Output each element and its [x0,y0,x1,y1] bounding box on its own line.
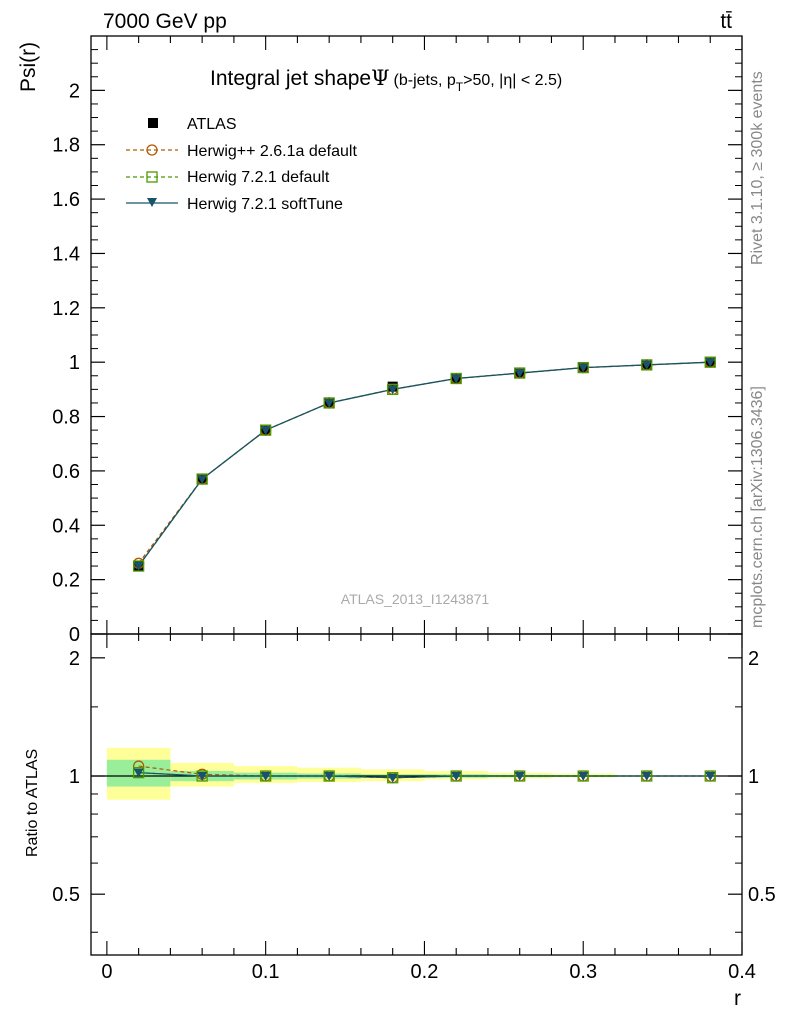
ratio-point-softtune [451,772,462,782]
legend-entry-softtune: Herwig 7.2.1 softTune [126,196,343,213]
main-y-tick-label: 0 [69,624,80,646]
data-point-softtune [133,562,144,572]
main-y-tick-label: 0.4 [52,515,80,537]
data-point-softtune [451,374,462,384]
rivet-label: Rivet 3.1.10, ≥ 300k events [749,71,766,265]
legend-marker-atlas [148,118,158,128]
data-point-softtune [260,426,271,436]
series-line-softtune [138,361,711,567]
x-tick-label: 0.3 [569,961,597,983]
legend-label-softtune: Herwig 7.2.1 softTune [187,196,343,213]
data-point-softtune [705,358,716,368]
main-y-tick-label: 1.6 [52,189,80,211]
ratio-y-tick-label: 1 [69,766,80,788]
ratio-y-axis-label: Ratio to ATLAS [24,749,41,857]
ratio-y-tick-label-right: 0.5 [748,884,776,906]
x-tick-label: 0.2 [411,961,439,983]
main-y-tick-label: 2 [69,80,80,102]
data-point-softtune [197,475,208,485]
data-point-softtune [578,363,589,373]
ratio-point-softtune [578,772,589,782]
energy-label: 7000 GeV pp [103,10,227,33]
ratio-point-softtune [514,772,525,782]
main-y-tick-label: 1.2 [52,298,80,320]
main-y-tick-label: 0.2 [52,570,80,592]
ratio-point-softtune [324,772,335,782]
legend-label-herwig721: Herwig 7.2.1 default [187,169,330,186]
x-tick-label: 0 [101,961,112,983]
data-point-softtune [324,398,335,408]
main-y-tick-label: 0.6 [52,461,80,483]
ratio-point-softtune [387,773,398,783]
legend-entry-herwigpp: Herwig++ 2.6.1a default [126,143,357,160]
x-tick-label: 0.1 [252,961,280,983]
ratio-y-tick-label: 2 [69,648,80,670]
x-tick-label: 0.4 [728,961,756,983]
main-title: Integral jet shapeΨ (b-jets, pT>50, |η| <… [210,66,562,94]
legend-label-herwigpp: Herwig++ 2.6.1a default [187,143,357,160]
main-y-axis-label: Psi(r) [17,42,40,92]
legend-marker-herwig721 [146,171,158,183]
process-label: tt̄ [720,10,732,33]
main-y-tick-label: 1 [69,352,80,374]
main-y-tick-label: 1.4 [52,243,80,265]
legend-entry-atlas: ATLAS [148,116,237,133]
legend-entry-herwig721: Herwig 7.2.1 default [126,169,330,186]
ratio-point-softtune [260,772,271,782]
ratio-y-tick-label-right: 2 [748,648,759,670]
ratio-panel-frame [90,633,743,956]
ratio-point-softtune [197,772,208,782]
main-plot-area [132,356,716,572]
legend-marker-softtune [147,198,157,207]
ratio-line-softtune [138,772,711,779]
data-point-softtune [641,360,652,370]
main-y-axis: 0 0.2 0.4 0.6 0.8 1 1.2 1.4 1.6 1.8 2 [52,49,742,646]
legend: ATLAS Herwig++ 2.6.1a default Herwig 7.2… [126,116,357,213]
ratio-point-softtune [641,772,652,782]
legend-marker-herwigpp [146,144,158,156]
ratio-y-tick-label-right: 1 [748,766,759,788]
ratio-point-softtune [705,772,716,782]
main-y-tick-label: 1.8 [52,135,80,157]
x-axis-label: r [734,987,741,1010]
main-y-tick-label: 0.8 [52,407,80,429]
data-point-softtune [514,369,525,379]
legend-label-atlas: ATLAS [187,116,237,133]
ratio-y-tick-label: 0.5 [52,884,80,906]
ratio-plot-area [132,760,716,784]
series-line-herwig721 [138,361,711,567]
data-point-softtune [387,385,398,395]
analysis-label: ATLAS_2013_I1243871 [341,591,490,607]
ratio-point-softtune [133,768,144,778]
ratio-axes: 0 0.1 0.2 0.3 0.4 0.5 0.5 1 1 2 2 [52,36,776,983]
mcplots-label: mcplots.cern.ch [arXiv:1306.3436] [749,386,766,628]
